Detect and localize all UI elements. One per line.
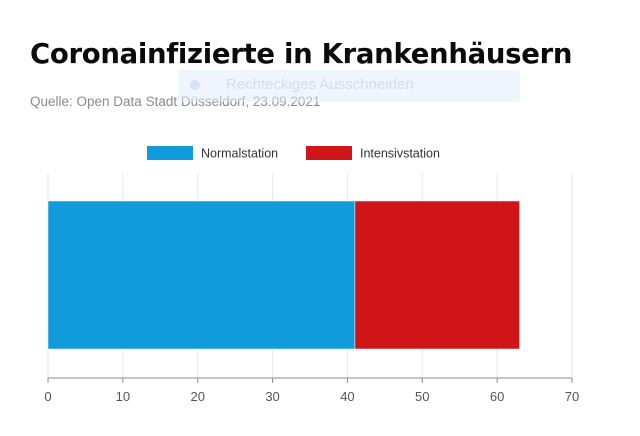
- legend-swatch-intensivstation: [306, 146, 352, 160]
- legend-label-normalstation: Normalstation: [201, 147, 278, 161]
- x-tick-label: 50: [415, 389, 429, 404]
- x-tick-label: 60: [490, 389, 504, 404]
- snip-tooltip-label: Rechteckiges Ausschneiden: [226, 76, 414, 93]
- scissors-icon: [190, 80, 200, 90]
- x-tick-label: 10: [116, 389, 130, 404]
- legend-label-intensivstation: Intensivstation: [360, 147, 440, 161]
- x-tick-label: 0: [44, 389, 51, 404]
- chart-title: Coronainfizierte in Krankenhäusern: [30, 38, 573, 70]
- snip-tooltip: Rechteckiges Ausschneiden: [178, 70, 520, 102]
- x-tick-label: 40: [340, 389, 354, 404]
- bar-normalstation: [47, 200, 356, 350]
- x-tick-label: 70: [565, 389, 579, 404]
- bar-intensivstation: [354, 200, 520, 350]
- x-tick-label: 30: [265, 389, 279, 404]
- x-tick-label: 20: [190, 389, 204, 404]
- legend-swatch-normalstation: [147, 146, 193, 160]
